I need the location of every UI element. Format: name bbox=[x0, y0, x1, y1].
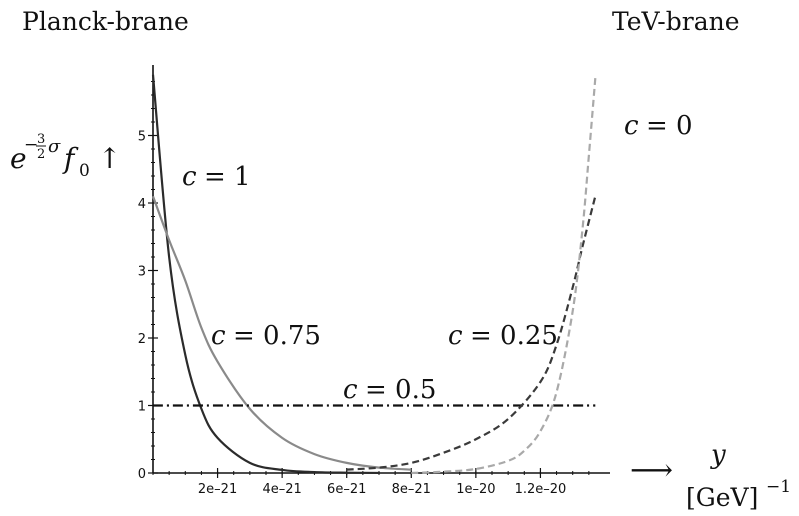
series-label-c0: c = 0 bbox=[624, 111, 693, 141]
y-label-base: e bbox=[10, 142, 27, 175]
series-line-0 bbox=[151, 74, 380, 475]
x-label-var: y bbox=[710, 440, 726, 470]
x-tick-label: 2e–21 bbox=[198, 482, 237, 497]
y-tick-label: 0 bbox=[138, 467, 146, 482]
y-label-arrow: ↑ bbox=[98, 142, 121, 175]
y-label-exp-numerator: 3 bbox=[37, 132, 45, 147]
tev-brane-label: TeV-brane bbox=[612, 7, 740, 36]
series-label-c1-rest: = 1 bbox=[204, 162, 251, 192]
y-label-exp-prefix: − bbox=[24, 135, 38, 155]
series-label-c075: c = 0.75 bbox=[211, 321, 321, 351]
y-tick-label: 1 bbox=[138, 400, 146, 415]
y-tick-label: 3 bbox=[138, 265, 146, 280]
y-tick-label: 2 bbox=[138, 332, 146, 347]
y-axis-label: e − 3 2 σ f 0 ↑ bbox=[10, 132, 121, 181]
planck-brane-label: Planck-brane bbox=[22, 7, 189, 36]
series-label-c05-rest: = 0.5 bbox=[365, 375, 436, 405]
y-label-exp-sigma: σ bbox=[48, 136, 61, 157]
x-tick-label: 1.2e–20 bbox=[515, 482, 567, 497]
x-tick-label: 8e–21 bbox=[392, 482, 431, 497]
series-line-4 bbox=[411, 78, 597, 475]
x-tick-label: 6e–21 bbox=[327, 482, 366, 497]
y-label-subscript: 0 bbox=[79, 161, 90, 181]
series-label-c0-rest: = 0 bbox=[646, 111, 693, 141]
series-label-c05: c = 0.5 bbox=[343, 375, 436, 405]
series-label-c1-var: c bbox=[182, 162, 197, 192]
series-label-c0-var: c bbox=[624, 111, 639, 141]
x-label-unit: [GeV] bbox=[686, 483, 758, 512]
series-label-c025-rest: = 0.25 bbox=[470, 321, 558, 351]
minor-ticks bbox=[151, 81, 590, 475]
x-label-unit-exponent: −1 bbox=[766, 477, 791, 497]
y-tick-label: 4 bbox=[138, 197, 146, 212]
series-labels: c = 1 c = 0.75 c = 0.5 c = 0.25 c = 0 bbox=[182, 111, 693, 405]
series-label-c05-var: c bbox=[343, 375, 358, 405]
series-label-c025-var: c bbox=[448, 321, 463, 351]
ticks: 0 1 2 3 4 5 2e–21 4e–21 6e–21 8e–21 1e–20 1.2e–20 bbox=[138, 130, 567, 498]
y-label-func: f bbox=[62, 142, 79, 175]
series-label-c1: c = 1 bbox=[182, 162, 251, 192]
y-label-exp-denominator: 2 bbox=[37, 147, 45, 162]
x-axis-label: ⟶ y [GeV] −1 bbox=[630, 440, 791, 512]
series-line-3 bbox=[346, 195, 597, 471]
y-tick-label: 5 bbox=[138, 130, 146, 145]
x-label-arrow: ⟶ bbox=[630, 453, 673, 488]
x-tick-label: 4e–21 bbox=[262, 482, 301, 497]
series-label-c075-rest: = 0.75 bbox=[233, 321, 321, 351]
series-label-c025: c = 0.25 bbox=[448, 321, 558, 351]
series-line-1 bbox=[151, 195, 412, 471]
series-label-c075-var: c bbox=[211, 321, 226, 351]
series bbox=[151, 74, 597, 475]
x-tick-label: 1e–20 bbox=[456, 482, 495, 497]
